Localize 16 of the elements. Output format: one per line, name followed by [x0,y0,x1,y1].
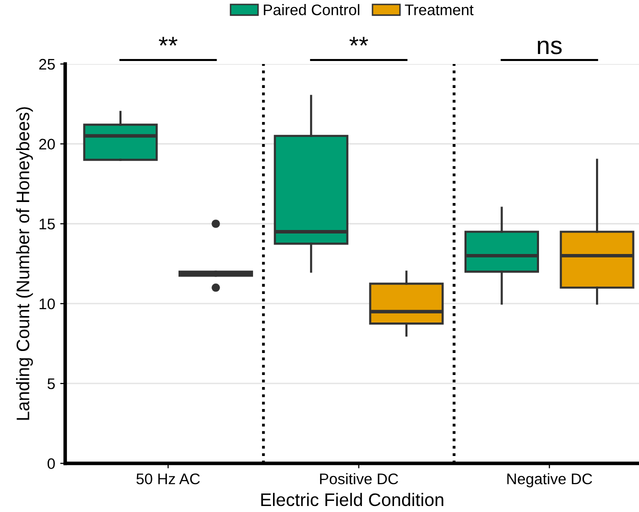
x-tick-label: 50 Hz AC [136,473,200,484]
y-tick-label: 10 [40,298,55,310]
y-axis-title: Landing Count (Number of Honeybees) [16,107,33,420]
y-tick-label: 15 [40,218,55,230]
x-axis-title: Electric Field Condition [261,492,444,506]
x-tick-label: Positive DC [320,473,398,484]
text: ns [538,40,562,54]
text: ** [349,36,368,46]
y-tick-label: 25 [39,58,55,70]
legend-label: Paired Control [264,4,360,16]
x-tick-label: Negative DC [507,473,592,488]
y-tick-label: 5 [48,378,55,390]
y-tick-label: 20 [39,138,55,150]
y-tick-label: 0 [48,458,55,470]
text: ** [158,36,178,46]
legend-label: Treatment [404,4,474,16]
